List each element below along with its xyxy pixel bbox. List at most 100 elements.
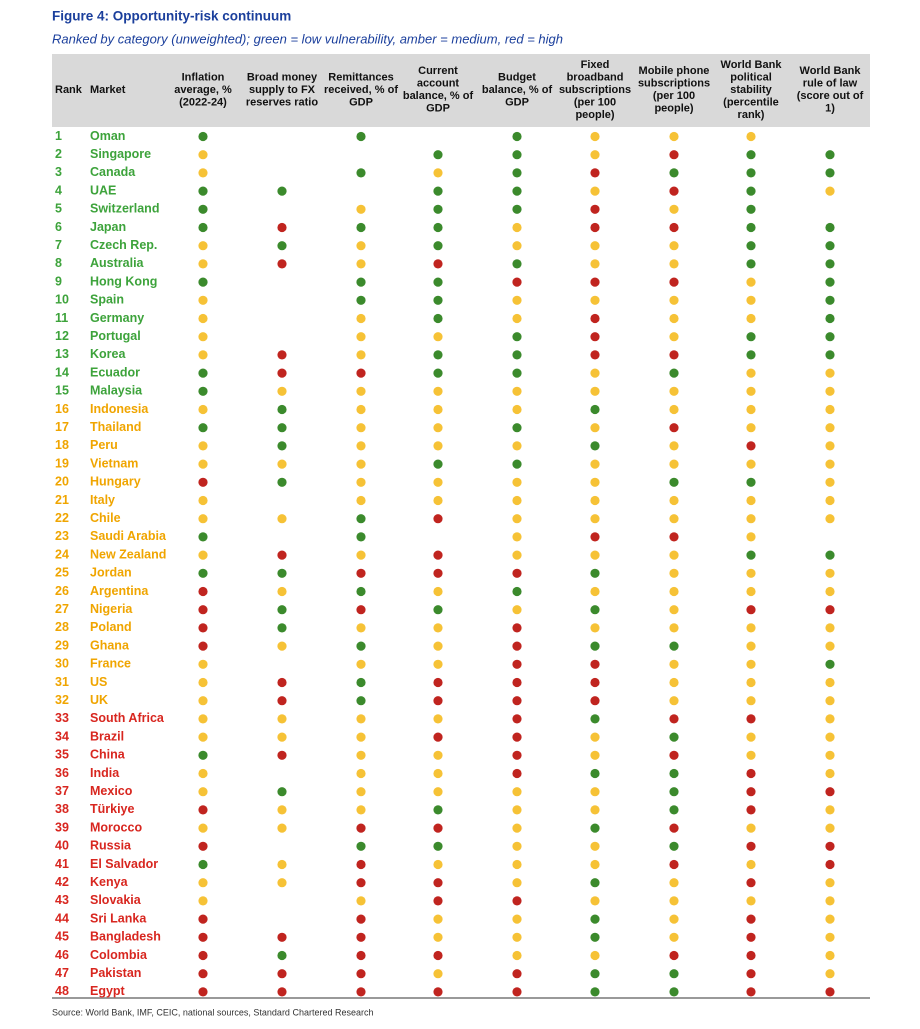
status-dot [825, 550, 835, 560]
status-dot [746, 823, 756, 833]
status-dot [825, 368, 835, 378]
status-dot [746, 914, 756, 924]
status-dot [198, 878, 208, 888]
status-dot [590, 241, 600, 251]
status-dot [198, 532, 208, 542]
column-header: Budget [498, 71, 536, 83]
status-dot [433, 313, 443, 324]
status-dot [433, 514, 443, 524]
status-dot [669, 950, 679, 961]
status-dot [198, 641, 208, 651]
rank: 15 [55, 384, 69, 398]
status-dot [746, 859, 756, 870]
status-dot [512, 514, 522, 524]
status-dot [746, 332, 756, 342]
status-dot [746, 714, 756, 724]
status-dot [356, 423, 366, 433]
status-dot [198, 859, 208, 870]
column-header: people) [654, 103, 693, 115]
status-dot [512, 222, 522, 233]
status-dot [433, 732, 443, 742]
status-dot [198, 896, 208, 906]
status-dot [433, 495, 443, 506]
rank: 28 [55, 620, 69, 634]
status-dot [590, 714, 600, 724]
status-dot [590, 969, 600, 979]
status-dot [746, 368, 756, 378]
column-header: 1) [825, 103, 835, 115]
market: Italy [90, 493, 115, 507]
rank: 7 [55, 238, 62, 252]
status-dot [277, 186, 287, 196]
status-dot [825, 350, 835, 360]
status-dot [590, 277, 600, 287]
status-dot [825, 696, 835, 706]
market: France [90, 657, 131, 671]
status-dot [590, 987, 600, 997]
status-dot [433, 550, 443, 560]
status-dot [746, 495, 756, 506]
status-dot [198, 714, 208, 724]
column-header: Rank [55, 84, 83, 96]
status-dot [669, 150, 679, 160]
status-dot [356, 659, 366, 669]
status-dot [669, 532, 679, 542]
status-dot [356, 714, 366, 724]
status-dot [669, 514, 679, 524]
status-dot [590, 823, 600, 833]
status-dot [669, 259, 679, 269]
status-dot [356, 204, 366, 214]
status-dot [590, 350, 600, 360]
rank: 4 [55, 183, 62, 197]
status-dot [433, 677, 443, 688]
status-dot [825, 222, 835, 233]
column-header: (percentile [723, 96, 779, 108]
status-dot [512, 204, 522, 214]
status-dot [433, 350, 443, 360]
status-dot [433, 259, 443, 269]
status-dot [590, 459, 600, 469]
status-dot [669, 350, 679, 360]
status-dot [433, 386, 443, 396]
status-dot [669, 168, 679, 178]
status-dot [356, 404, 366, 415]
status-dot [277, 732, 287, 742]
status-dot [746, 222, 756, 233]
status-dot [356, 568, 366, 578]
market: Peru [90, 438, 118, 452]
status-dot [825, 186, 835, 196]
status-dot [669, 386, 679, 396]
status-dot [277, 641, 287, 651]
status-dot [512, 259, 522, 269]
status-dot [825, 896, 835, 906]
status-dot [746, 550, 756, 560]
status-dot [669, 241, 679, 251]
status-dot [356, 495, 366, 506]
status-dot [433, 787, 443, 797]
rank: 11 [55, 311, 68, 325]
status-dot [277, 386, 287, 396]
status-dot [433, 568, 443, 578]
status-dot [669, 732, 679, 742]
status-dot [825, 386, 835, 396]
status-dot [512, 168, 522, 178]
market: New Zealand [90, 547, 166, 561]
rank: 39 [55, 820, 69, 834]
status-dot [512, 823, 522, 833]
market: Ghana [90, 638, 130, 652]
status-dot [669, 277, 679, 287]
status-dot [512, 859, 522, 870]
status-dot [356, 768, 366, 779]
status-dot [277, 787, 287, 797]
status-dot [198, 404, 208, 415]
status-dot [512, 495, 522, 506]
status-dot [825, 914, 835, 924]
status-dot [512, 332, 522, 342]
status-dot [198, 368, 208, 378]
column-header: Broad money [247, 71, 318, 83]
status-dot [356, 295, 366, 305]
status-dot [433, 696, 443, 706]
status-dot [590, 368, 600, 378]
status-dot [277, 550, 287, 560]
